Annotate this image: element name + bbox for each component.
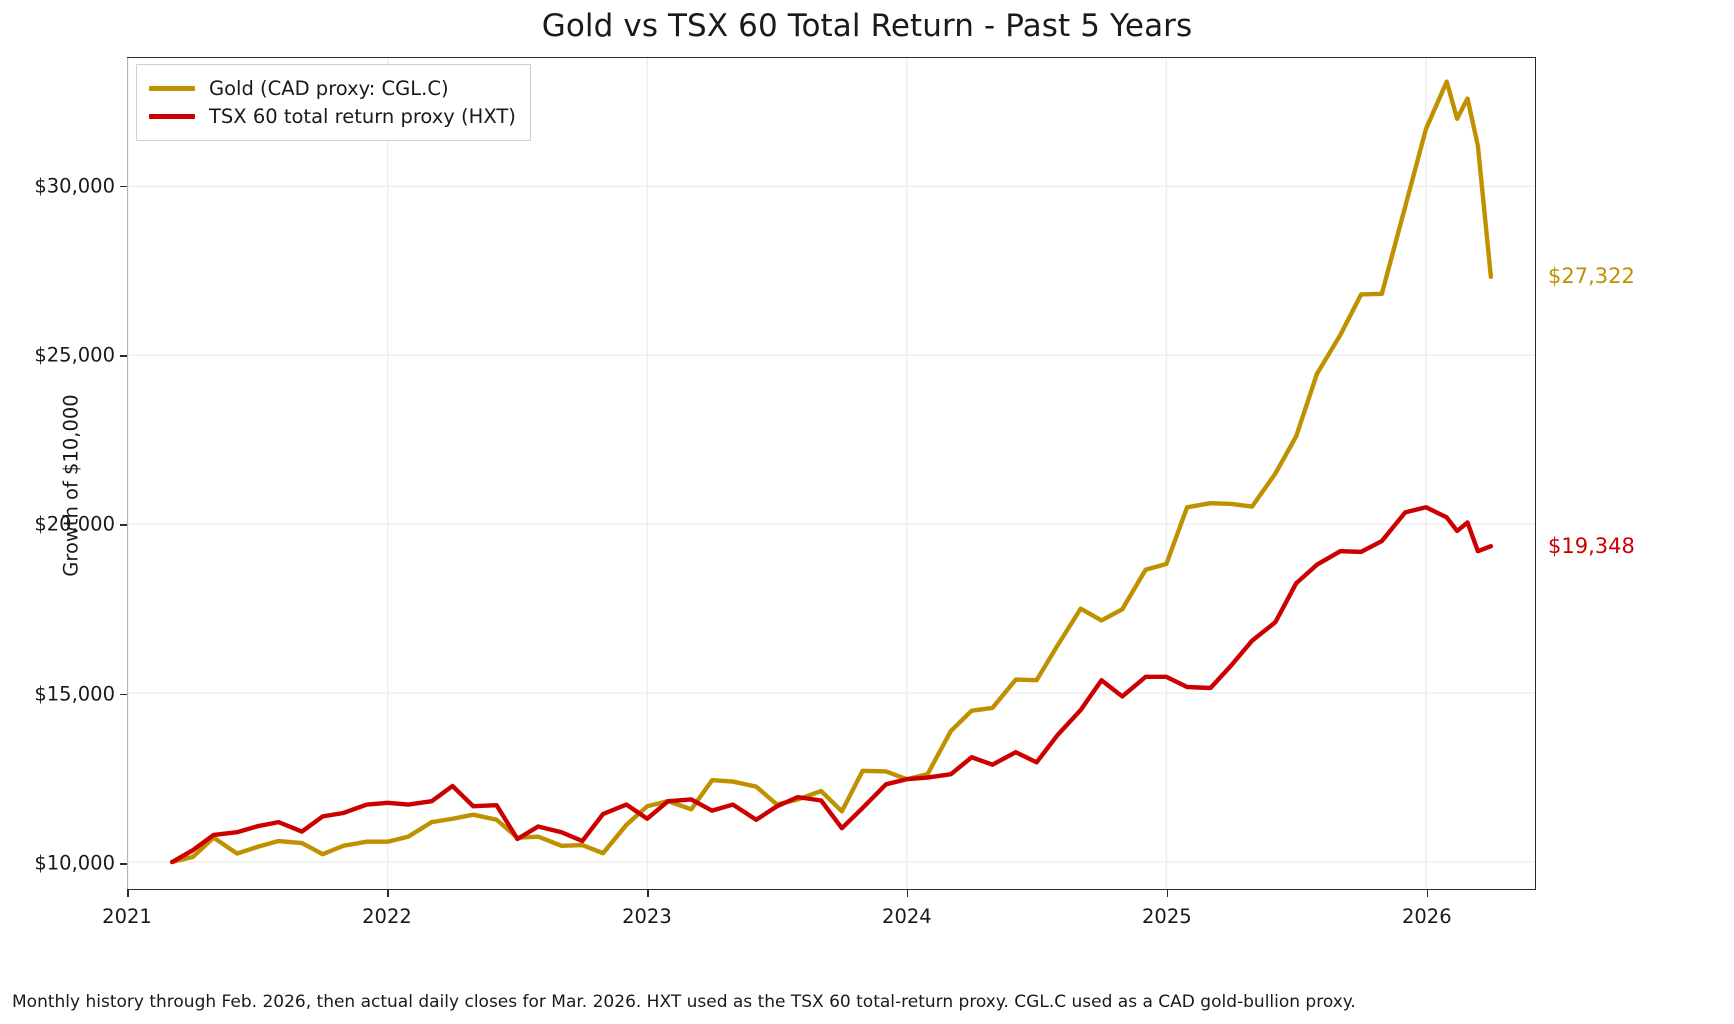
- series-line-gold: [172, 82, 1491, 862]
- legend-label-tsx: TSX 60 total return proxy (HXT): [209, 104, 516, 128]
- x-tick-mark: [1166, 890, 1169, 897]
- x-tick-mark: [646, 890, 649, 897]
- plot-svg: [127, 58, 1535, 889]
- legend: Gold (CAD proxy: CGL.C) TSX 60 total ret…: [136, 64, 531, 141]
- x-tick-label: 2026: [1401, 905, 1452, 928]
- end-value-label-tsx: $19,348: [1548, 534, 1635, 559]
- plot-area: [127, 57, 1536, 890]
- x-tick-label: 2023: [622, 905, 672, 928]
- x-tick-label: 2021: [102, 905, 152, 928]
- y-tick-label: $25,000: [34, 343, 115, 367]
- legend-label-gold: Gold (CAD proxy: CGL.C): [209, 76, 449, 100]
- y-tick-label: $20,000: [34, 512, 115, 536]
- x-tick-label: 2025: [1142, 905, 1192, 928]
- x-tick-label: 2024: [882, 905, 932, 928]
- x-tick-mark: [386, 890, 389, 897]
- x-tick-mark: [1426, 890, 1429, 897]
- legend-item-gold: Gold (CAD proxy: CGL.C): [149, 74, 516, 102]
- legend-item-tsx: TSX 60 total return proxy (HXT): [149, 102, 516, 130]
- end-value-label-gold: $27,322: [1548, 264, 1635, 289]
- legend-swatch-tsx: [149, 113, 195, 119]
- gridlines: [127, 58, 1535, 889]
- legend-swatch-gold: [149, 85, 195, 91]
- series-lines: [172, 82, 1491, 862]
- x-tick-mark: [127, 890, 129, 897]
- y-tick-mark: [120, 693, 127, 696]
- series-line-tsx: [172, 507, 1491, 862]
- x-tick-mark: [906, 890, 909, 897]
- y-tick-mark: [120, 862, 127, 865]
- y-tick-mark: [120, 524, 127, 526]
- y-tick-label: $10,000: [34, 851, 115, 875]
- x-tick-label: 2022: [362, 905, 412, 928]
- footnote: Monthly history through Feb. 2026, then …: [12, 992, 1356, 1012]
- y-tick-label: $15,000: [34, 682, 115, 706]
- page-title: Gold vs TSX 60 Total Return - Past 5 Yea…: [541, 8, 1193, 44]
- y-tick-mark: [120, 185, 127, 188]
- y-tick-mark: [120, 354, 127, 357]
- y-tick-label: $30,000: [34, 174, 115, 198]
- y-axis-label: Growth of $10,000: [59, 393, 83, 577]
